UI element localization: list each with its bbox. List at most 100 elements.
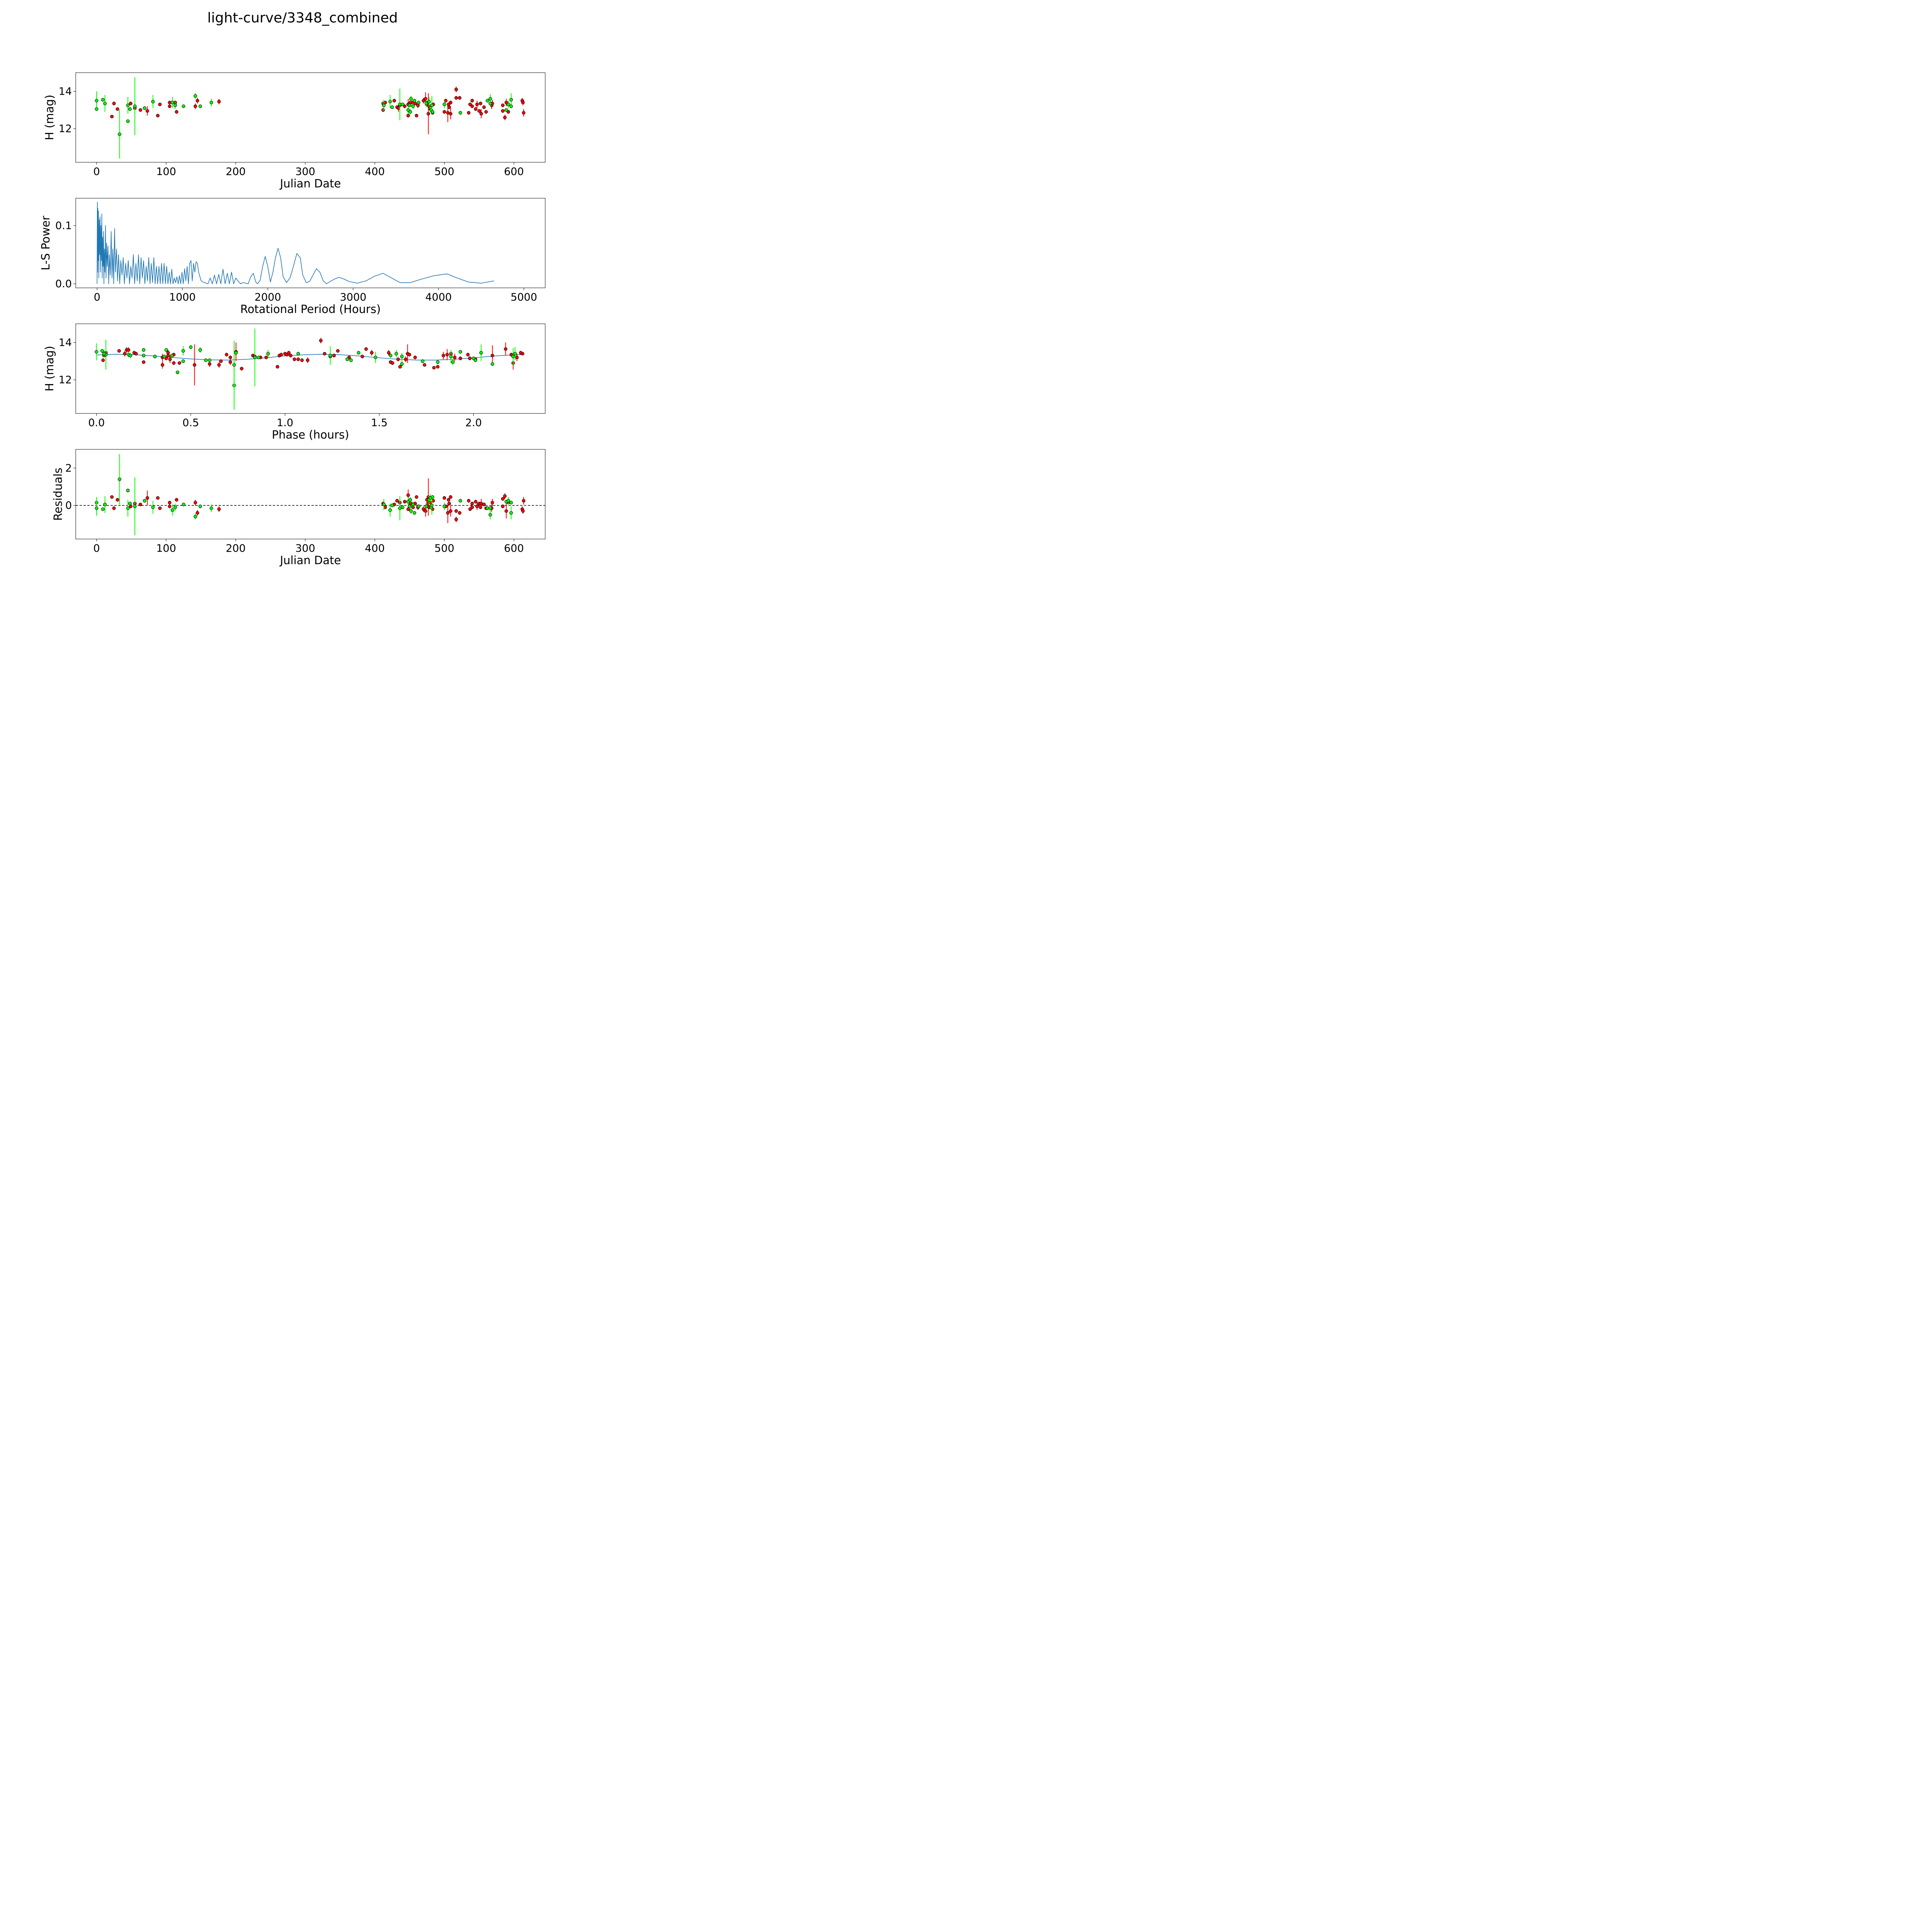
data-point-red <box>168 501 172 505</box>
x-tick-label: 600 <box>504 166 524 178</box>
data-point-red <box>436 365 440 369</box>
data-point-red <box>289 354 293 357</box>
x-axis-label: Julian Date <box>279 177 341 190</box>
data-point-green <box>95 350 99 354</box>
data-point-green <box>175 371 179 374</box>
data-point-red <box>323 352 327 355</box>
data-point-red <box>503 116 507 119</box>
x-tick-label: 3000 <box>340 291 367 303</box>
data-point-green <box>400 362 404 366</box>
data-point-red <box>138 108 142 112</box>
x-tick-label: 200 <box>226 543 246 554</box>
data-point-red <box>112 102 116 105</box>
data-point-red <box>470 104 474 108</box>
data-point-green <box>253 355 257 359</box>
data-point-red <box>293 357 296 361</box>
y-tick-label: 0.0 <box>55 278 72 290</box>
figure-title: light-curve/3348_combined <box>207 10 398 26</box>
data-point-red <box>449 100 452 104</box>
data-point-red <box>467 499 471 503</box>
data-point-red <box>415 114 418 117</box>
y-tick-label: 12 <box>59 123 72 135</box>
x-tick-label: 5000 <box>510 291 537 303</box>
data-point-red <box>447 105 451 109</box>
data-point-red <box>501 104 505 107</box>
data-point-green <box>296 352 300 355</box>
y-axis-label: H (mag) <box>43 346 56 391</box>
figure-background <box>0 0 599 599</box>
data-point-green <box>401 102 405 106</box>
data-point-green <box>388 508 392 512</box>
data-point-green <box>234 351 238 355</box>
data-point-red <box>521 100 525 104</box>
data-point-green <box>513 352 517 355</box>
data-point-green <box>117 133 121 136</box>
data-point-green <box>117 477 121 481</box>
data-point-red <box>453 355 457 359</box>
data-point-green <box>153 355 157 359</box>
data-point-red <box>364 347 368 351</box>
data-point-red <box>442 110 446 114</box>
data-point-green <box>436 360 440 364</box>
data-point-green <box>181 349 185 353</box>
y-tick-label: 0.1 <box>55 220 72 232</box>
data-point-green <box>382 503 386 507</box>
axes-frame <box>75 323 546 414</box>
data-point-red <box>408 353 412 357</box>
x-tick-label: 500 <box>434 543 454 554</box>
data-point-red <box>276 365 279 369</box>
data-point-green <box>126 488 130 492</box>
data-point-green <box>413 511 417 515</box>
data-point-green <box>349 358 353 362</box>
x-tick-label: 2.0 <box>465 417 482 429</box>
data-point-green <box>388 100 392 104</box>
data-point-red <box>521 509 525 513</box>
data-point-red <box>145 496 149 500</box>
data-point-green <box>133 104 137 108</box>
x-tick-label: 300 <box>295 166 315 178</box>
data-point-green <box>209 100 213 104</box>
data-point-red <box>475 504 479 508</box>
data-point-red <box>300 358 304 362</box>
data-point-red <box>392 99 396 102</box>
x-tick-label: 500 <box>434 166 454 178</box>
data-point-green <box>143 106 146 110</box>
data-point-red <box>172 361 176 365</box>
fit-curve <box>96 354 523 361</box>
data-point-red <box>158 102 162 106</box>
data-point-red <box>423 363 427 367</box>
data-point-green <box>488 513 492 517</box>
data-point-green <box>173 505 177 509</box>
data-point-green <box>458 350 462 354</box>
data-point-red <box>470 502 474 505</box>
data-point-green <box>129 354 133 357</box>
data-point-green <box>143 499 146 503</box>
data-point-green <box>345 357 349 361</box>
data-point-green <box>488 506 492 510</box>
x-tick-label: 300 <box>295 543 315 554</box>
data-point-red <box>504 509 508 513</box>
data-point-red <box>175 110 179 114</box>
data-point-green <box>126 104 130 107</box>
data-point-green <box>411 503 415 507</box>
data-point-red <box>449 495 452 499</box>
data-point-red <box>458 96 462 100</box>
data-point-green <box>409 97 413 101</box>
data-point-green <box>408 110 412 114</box>
data-point-red <box>194 104 197 108</box>
data-point-green <box>488 102 492 105</box>
data-point-green <box>479 351 483 355</box>
data-point-green <box>458 111 462 115</box>
data-point-red <box>490 501 494 505</box>
panel-phased: 0.0 0.5 1.0 1.5 2.0 12 14 Phase (hours) H (mag) <box>43 323 546 441</box>
y-tick-label: 12 <box>59 374 72 386</box>
data-point-red <box>332 354 336 357</box>
data-point-red <box>446 511 450 515</box>
data-point-red <box>474 500 478 503</box>
data-point-red <box>470 99 474 102</box>
data-point-red <box>467 111 471 115</box>
data-point-green <box>128 502 132 505</box>
data-point-green <box>427 100 431 104</box>
data-point-green <box>164 348 168 352</box>
data-point-red <box>217 363 221 367</box>
